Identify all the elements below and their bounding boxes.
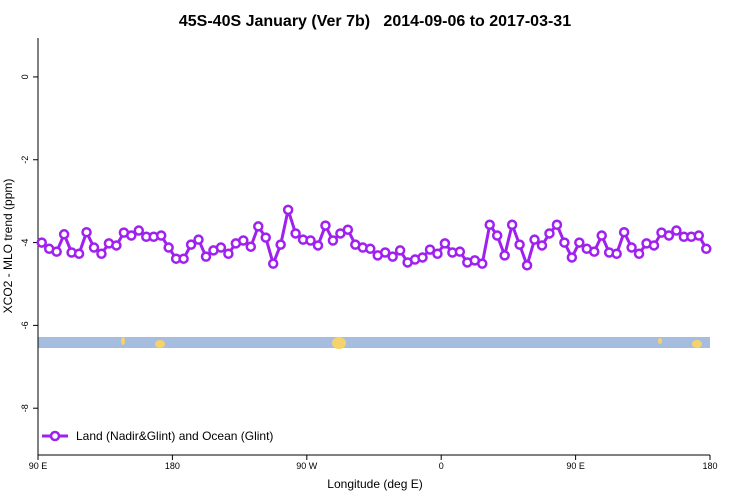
point [633, 248, 645, 259]
land-patch [692, 340, 702, 348]
point [215, 242, 227, 253]
point [260, 232, 271, 243]
land-patch [658, 338, 662, 344]
point [305, 235, 316, 246]
legend-label: Land (Nadir&Glint) and Ocean (Glint) [76, 429, 273, 443]
point [327, 235, 339, 246]
point [611, 248, 622, 259]
point [521, 260, 533, 271]
y-axis-label: XCO2 - MLO trend (ppm) [1, 179, 15, 314]
point [73, 248, 85, 259]
point [312, 240, 324, 251]
point [193, 234, 204, 245]
point [387, 251, 398, 262]
point [424, 244, 436, 255]
point [693, 230, 705, 241]
point [551, 219, 563, 231]
point [133, 225, 145, 236]
point [320, 220, 331, 231]
point [671, 225, 682, 236]
point [596, 230, 607, 241]
y-tick-label: -2 [20, 156, 30, 164]
point [559, 237, 570, 248]
land-patch [155, 340, 165, 348]
chart-title: 45S-40S January (Ver 7b) 2014-09-06 to 2… [179, 13, 571, 30]
ocean-band [38, 337, 710, 348]
point [267, 258, 279, 269]
point [290, 228, 301, 239]
point [477, 258, 488, 269]
point [365, 243, 376, 255]
land-patch [121, 337, 125, 345]
point [514, 239, 525, 250]
point [536, 240, 548, 251]
point [379, 247, 391, 258]
point [88, 242, 100, 253]
point [618, 226, 630, 238]
point [626, 242, 637, 253]
land-patch [332, 337, 346, 349]
x-tick-label: 180 [702, 461, 717, 471]
point [439, 238, 451, 249]
point [163, 242, 174, 253]
point [663, 230, 675, 241]
point [544, 228, 555, 239]
x-tick-label: 180 [165, 461, 180, 471]
point [238, 235, 249, 246]
point [155, 230, 167, 241]
x-tick-label: 0 [439, 461, 444, 471]
point [253, 221, 264, 232]
point [454, 246, 466, 257]
y-tick-label: -4 [20, 239, 30, 247]
point [499, 250, 510, 261]
x-tick-label: 90 E [566, 461, 585, 471]
point [589, 246, 600, 257]
point [566, 252, 578, 263]
point [96, 248, 107, 259]
point [51, 246, 62, 257]
point [36, 237, 47, 248]
point [432, 248, 443, 259]
x-tick-label: 90 E [29, 461, 48, 471]
point [491, 230, 503, 241]
point [648, 240, 660, 251]
x-axis-label: Longitude (deg E) [327, 477, 422, 491]
point [111, 240, 122, 251]
y-tick-label: 0 [20, 74, 30, 79]
surface-strip [38, 337, 710, 349]
point [506, 219, 518, 231]
point [342, 224, 354, 235]
point [275, 239, 286, 250]
point [529, 234, 540, 245]
y-tick-label: -6 [20, 321, 30, 329]
x-tick-label: 90 W [296, 461, 318, 471]
point [282, 204, 294, 216]
point [394, 245, 406, 256]
point [200, 251, 212, 262]
point [484, 219, 495, 231]
point [245, 241, 257, 252]
point [81, 226, 92, 238]
point [58, 229, 70, 240]
point [701, 243, 712, 255]
point [574, 237, 585, 248]
point [185, 239, 197, 250]
point [126, 230, 137, 241]
point [178, 253, 189, 264]
point [223, 248, 234, 259]
y-tick-label: -8 [20, 404, 30, 412]
legend-marker [49, 430, 61, 442]
point [417, 252, 428, 263]
